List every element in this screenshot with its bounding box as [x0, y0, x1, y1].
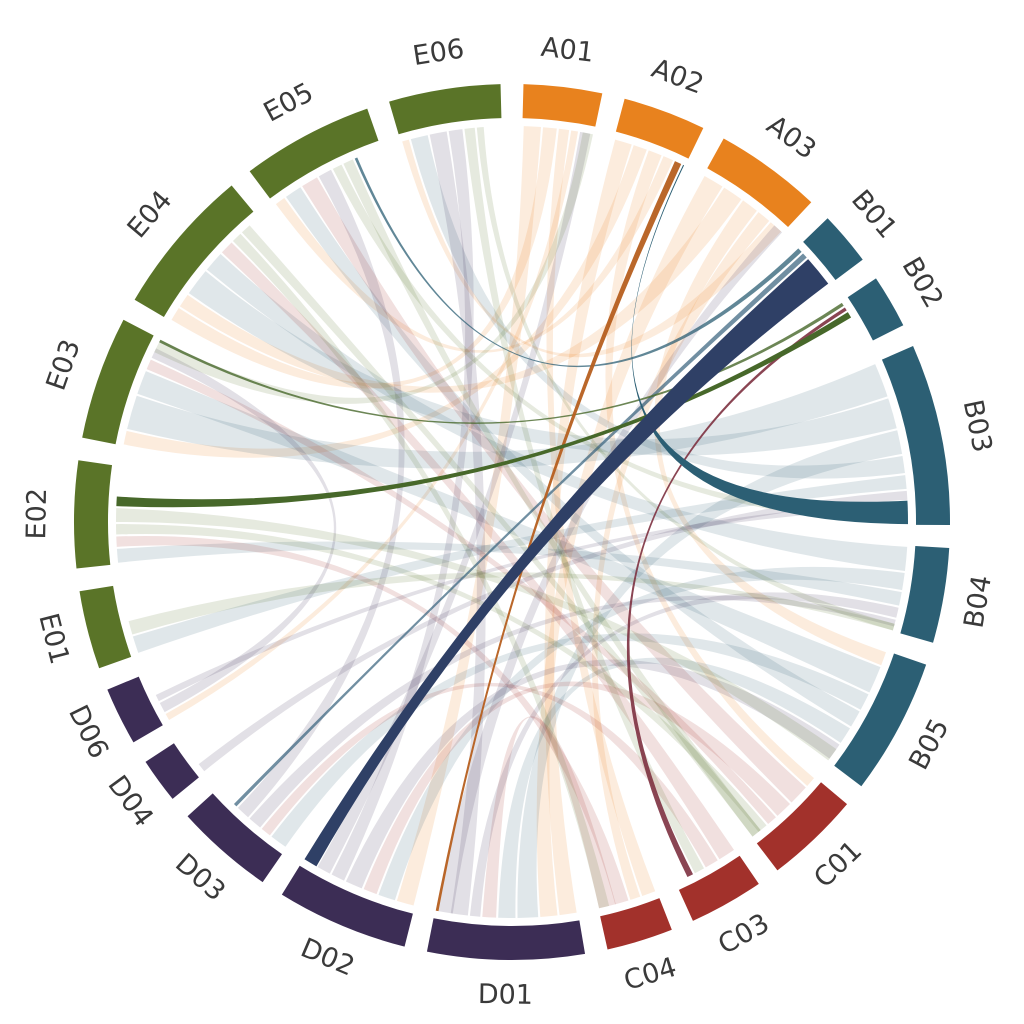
ribbon-E04-C01	[241, 225, 761, 837]
ribbon-D02-E06	[331, 129, 474, 881]
ribbon-E02-C01	[116, 524, 767, 832]
ribbon-C03-E04	[221, 242, 735, 860]
ribbon-A01-D02	[396, 126, 541, 906]
chord-B01-D03	[233, 253, 807, 807]
label-D03: D03	[169, 848, 231, 908]
arc-D02	[281, 865, 413, 947]
label-E03: E03	[41, 336, 87, 395]
arc-B03	[881, 345, 951, 526]
arc-A03	[707, 138, 812, 228]
ribbon-B04-E02	[116, 541, 902, 606]
ribbon-A02-D01	[544, 139, 632, 916]
arc-A02	[615, 98, 704, 159]
label-B05: B05	[903, 714, 955, 775]
label-E06: E06	[411, 33, 467, 72]
arc-D04	[145, 743, 199, 799]
arc-B02	[847, 278, 904, 341]
label-B02: B02	[896, 252, 949, 313]
ribbon-D03-B04	[249, 595, 896, 828]
label-E04: E04	[122, 185, 179, 244]
ribbon-B03-E04	[188, 271, 897, 456]
label-D06: D06	[62, 700, 114, 763]
label-B04: B04	[959, 573, 998, 630]
arc-E06	[389, 84, 502, 135]
ribbon-C03-D03	[261, 682, 718, 868]
label-E02: E02	[21, 488, 53, 540]
ribbon-C04-D01	[482, 716, 616, 918]
arc-B04	[900, 545, 950, 643]
chord-E02-B02	[116, 312, 852, 508]
arc-A01	[522, 84, 603, 127]
label-D01: D01	[478, 979, 534, 1011]
arc-E01	[79, 585, 132, 669]
label-B03: B03	[957, 397, 998, 455]
arc-D06	[107, 676, 163, 743]
arc-E05	[249, 108, 379, 199]
arc-C03	[678, 855, 759, 921]
ribbon-D06-E03	[151, 348, 337, 713]
label-D04: D04	[102, 770, 160, 833]
ribbon-E01-B04	[128, 572, 895, 635]
label-E01: E01	[32, 610, 75, 667]
arc-B01	[803, 218, 863, 280]
ribbon-A02-E05	[275, 156, 674, 353]
label-D02: D02	[296, 933, 359, 983]
ribbon-D02-B05	[345, 659, 840, 889]
ribbon-B03-E01	[132, 475, 907, 653]
arc-E02	[74, 460, 113, 569]
arc-B05	[834, 653, 927, 787]
ribbon-E06-B04	[476, 127, 895, 631]
label-A02: A02	[647, 53, 707, 100]
label-A01: A01	[539, 32, 595, 69]
chord-D02-B01	[304, 259, 829, 867]
label-C04: C04	[620, 952, 680, 997]
ribbon-A01-C04	[546, 128, 656, 896]
arc-D01	[426, 918, 586, 961]
label-C01: C01	[808, 835, 868, 894]
arc-C04	[600, 898, 672, 950]
arc-D03	[187, 793, 283, 883]
label-B01: B01	[845, 184, 903, 244]
label-A03: A03	[761, 110, 822, 166]
arc-E04	[134, 185, 254, 317]
label-C03: C03	[713, 908, 775, 961]
arc-E03	[82, 319, 154, 445]
label-E05: E05	[259, 77, 319, 129]
arc-C01	[756, 782, 848, 871]
ribbon-C01-E05	[302, 177, 806, 803]
